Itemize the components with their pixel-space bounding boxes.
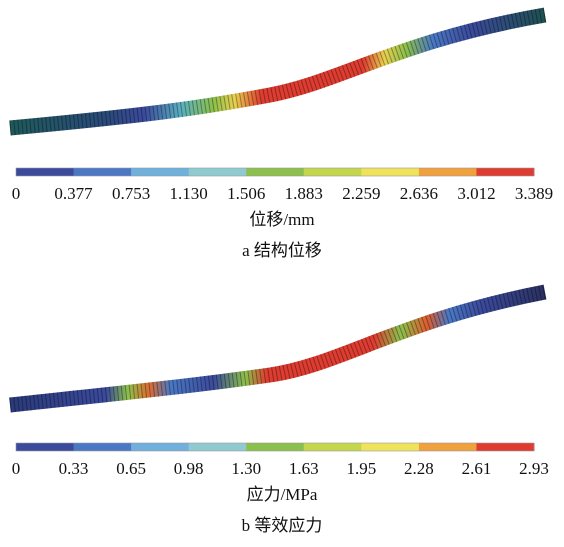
tick-label: 2.259 xyxy=(342,184,380,203)
tick-label: 2.636 xyxy=(400,184,438,203)
colorbar-segment xyxy=(131,443,190,451)
tick-label: 0 xyxy=(12,459,21,478)
colorbar-segment xyxy=(73,443,132,451)
tick-label: 0.65 xyxy=(116,459,146,478)
tick-label: 1.506 xyxy=(227,184,265,203)
tick-label: 2.93 xyxy=(519,459,549,478)
tick-label: 1.883 xyxy=(285,184,323,203)
beam-a xyxy=(9,7,547,136)
tick-label: 0.98 xyxy=(174,459,204,478)
colorbar-segment xyxy=(16,443,75,451)
colorbar-segment xyxy=(418,443,477,451)
colorbar-segment xyxy=(303,168,362,176)
colorbar-segment xyxy=(361,443,420,451)
unit-label: 位移/mm xyxy=(249,210,314,229)
colorbar-segment xyxy=(73,168,132,176)
beam-b xyxy=(9,284,547,413)
tick-label: 1.95 xyxy=(346,459,376,478)
colorbar-segment xyxy=(16,168,75,176)
tick-label: 2.61 xyxy=(462,459,492,478)
tick-label: 2.28 xyxy=(404,459,434,478)
colorbar-segment xyxy=(476,168,535,176)
colorbar-segment xyxy=(131,168,190,176)
tick-label: 1.30 xyxy=(231,459,261,478)
tick-label: 1.130 xyxy=(170,184,208,203)
tick-label: 0 xyxy=(12,184,21,203)
tick-label: 1.63 xyxy=(289,459,319,478)
tick-label: 0.753 xyxy=(112,184,150,203)
colorbar-segment xyxy=(188,168,247,176)
colorbar-segment xyxy=(188,443,247,451)
caption: a 结构位移 xyxy=(242,241,322,260)
tick-label: 3.389 xyxy=(515,184,553,203)
colorbar-segment xyxy=(418,168,477,176)
colorbar-segment xyxy=(361,168,420,176)
tick-label: 3.012 xyxy=(457,184,495,203)
colorbar-segment xyxy=(303,443,362,451)
colorbar-frame xyxy=(15,167,535,177)
colorbar-frame xyxy=(15,442,535,452)
unit-label: 应力/MPa xyxy=(247,485,318,504)
colorbar-segment xyxy=(476,443,535,451)
colorbar-segment xyxy=(246,168,305,176)
tick-label: 0.377 xyxy=(54,184,93,203)
tick-label: 0.33 xyxy=(59,459,89,478)
colorbar-segment xyxy=(246,443,305,451)
caption: b 等效应力 xyxy=(242,516,323,535)
